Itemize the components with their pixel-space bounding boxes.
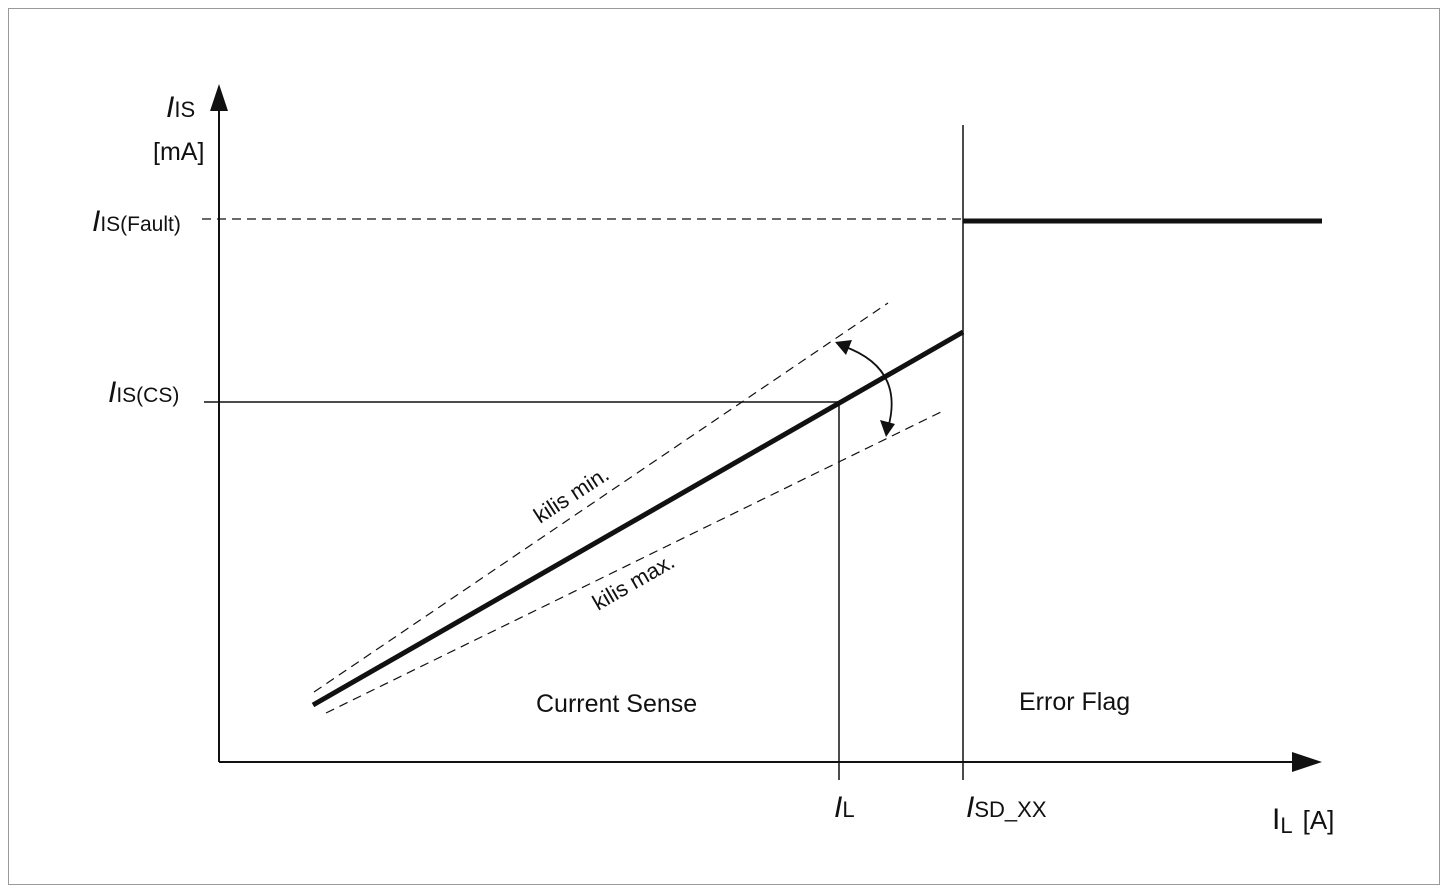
cs-level-label: IIS(CS) (108, 376, 179, 409)
x-axis-label: IL [A] (1272, 803, 1334, 838)
y-axis-unit: [mA] (153, 138, 204, 166)
tolerance-arc-arrow (842, 345, 893, 429)
x-axis-arrowhead (1292, 752, 1322, 772)
y-axis-arrowhead (210, 84, 228, 111)
load-current-label: IL (834, 791, 855, 824)
current-sense-line (311, 329, 965, 708)
kilis-min-label: kilis min. (529, 461, 613, 528)
y-axis-label: IIS (166, 91, 195, 124)
arc-arrowhead-bottom (880, 420, 895, 437)
shutdown-current-label: ISD_XX (966, 791, 1047, 824)
region-current-sense-label: Current Sense (536, 690, 697, 718)
arc-arrowhead-top (835, 340, 852, 355)
kilis-max-line (325, 409, 946, 714)
region-error-flag-label: Error Flag (1019, 688, 1130, 716)
diagram-frame (8, 8, 1440, 885)
fault-level-label: IIS(Fault) (92, 205, 181, 238)
kilis-min-line (313, 302, 889, 693)
kilis-max-label: kilis max. (588, 548, 679, 615)
